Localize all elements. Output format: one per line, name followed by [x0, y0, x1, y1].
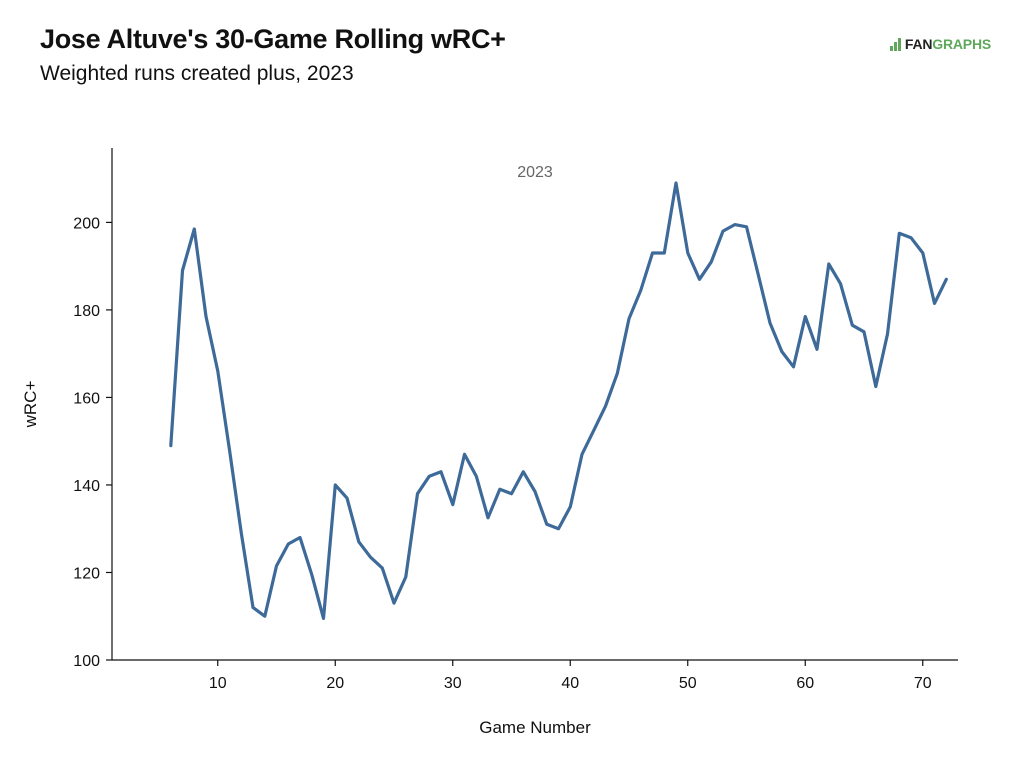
series: [169, 181, 948, 621]
y-tick-label-120: 120: [73, 565, 100, 582]
bar-chart-icon: [889, 37, 901, 51]
logo-text-fan: FAN: [904, 36, 933, 52]
y-tick-label-200: 200: [73, 215, 100, 232]
fangraphs-logo: FAN GRAPHS: [889, 36, 991, 52]
series-line-0: [169, 181, 948, 621]
axes: [111, 148, 958, 661]
x-tick-label-30: 30: [444, 675, 462, 692]
x-tick-label-50: 50: [679, 675, 697, 692]
x-tick-label-10: 10: [209, 675, 227, 692]
chart-title: Jose Altuve's 30-Game Rolling wRC+: [40, 24, 506, 54]
x-axis-title: Game Number: [479, 718, 591, 737]
y-axis-title: wRC+: [21, 381, 40, 429]
y-tick-label-140: 140: [73, 478, 100, 495]
chart-subtitle: Weighted runs created plus, 2023: [40, 62, 354, 85]
ticks: 10 20 30 40 50 60 70 100 120 140 160 180 200: [73, 215, 931, 692]
y-tick-label-160: 160: [73, 390, 100, 407]
x-tick-label-70: 70: [914, 675, 932, 692]
logo-text-graphs: GRAPHS: [932, 36, 991, 52]
y-tick-label-180: 180: [73, 303, 100, 320]
x-tick-label-40: 40: [561, 675, 579, 692]
panel-label: 2023: [517, 164, 553, 181]
x-tick-label-20: 20: [326, 675, 344, 692]
y-tick-label-100: 100: [73, 653, 100, 670]
x-tick-label-60: 60: [796, 675, 814, 692]
